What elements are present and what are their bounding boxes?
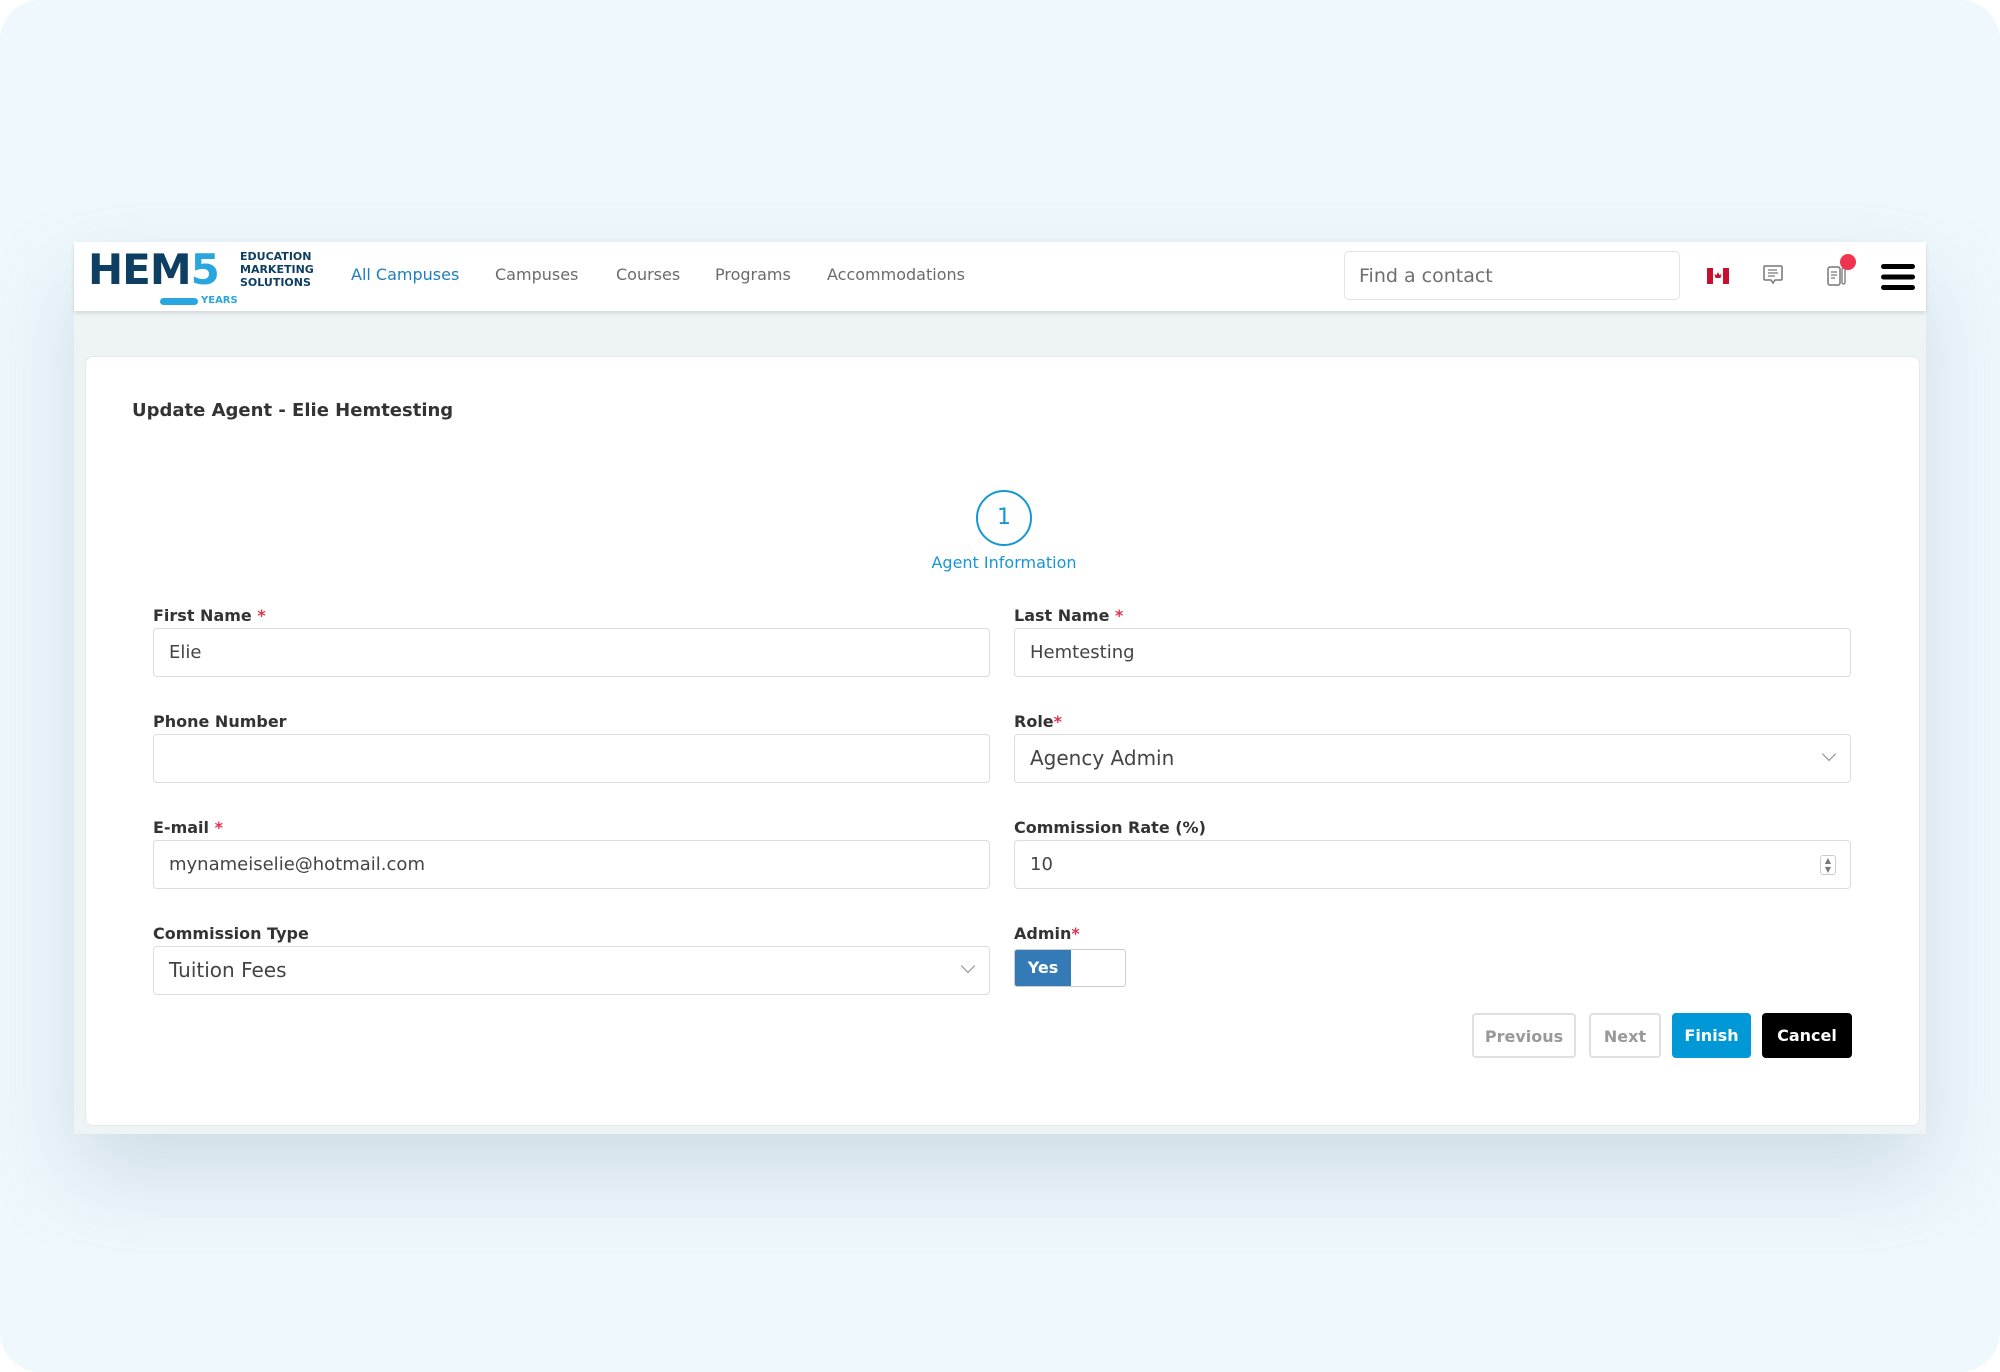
nav-accommodations[interactable]: Accommodations: [827, 265, 965, 284]
commission-type-label: Commission Type: [153, 924, 309, 943]
finish-button[interactable]: Finish: [1672, 1013, 1751, 1058]
logo-tagline: EDUCATION MARKETING SOLUTIONS: [240, 250, 314, 289]
nav-all-campuses[interactable]: All Campuses: [351, 265, 460, 284]
update-agent-card: Update Agent - Elie Hemtesting 1 Agent I…: [85, 356, 1920, 1126]
role-select[interactable]: Agency Admin: [1014, 734, 1851, 783]
email-label: E-mail *: [153, 818, 223, 837]
commission-type-select[interactable]: Tuition Fees: [153, 946, 990, 995]
app-window: HEM5 EDUCATION MARKETING SOLUTIONS YEARS A…: [74, 242, 1926, 1134]
chevron-down-icon: [1821, 746, 1837, 762]
notification-badge: [1840, 254, 1856, 270]
step-label: Agent Information: [931, 553, 1077, 572]
first-name-input[interactable]: Elie: [153, 628, 990, 677]
chevron-down-icon: [960, 958, 976, 974]
menu-icon[interactable]: [1881, 263, 1915, 291]
page-title: Update Agent - Elie Hemtesting: [132, 400, 454, 421]
canada-flag-icon[interactable]: [1707, 268, 1729, 284]
email-input[interactable]: mynameiselie@hotmail.com: [153, 840, 990, 889]
logo-bar: [160, 298, 198, 305]
admin-toggle[interactable]: Yes: [1014, 949, 1126, 987]
logo-accent: 5: [190, 245, 220, 294]
previous-button[interactable]: Previous: [1472, 1013, 1576, 1058]
logo-years: YEARS: [201, 295, 238, 306]
first-name-label: First Name *: [153, 606, 266, 625]
chat-icon[interactable]: [1762, 264, 1784, 286]
commission-rate-input[interactable]: 10 ▲ ▼: [1014, 840, 1851, 889]
nav-campuses[interactable]: Campuses: [495, 265, 579, 284]
admin-label: Admin*: [1014, 924, 1080, 943]
role-label: Role*: [1014, 712, 1063, 731]
find-contact-input[interactable]: [1344, 251, 1680, 300]
nav-programs[interactable]: Programs: [715, 265, 791, 284]
cancel-button[interactable]: Cancel: [1762, 1013, 1852, 1058]
phone-label: Phone Number: [153, 712, 287, 731]
commission-rate-label: Commission Rate (%): [1014, 818, 1206, 837]
last-name-label: Last Name *: [1014, 606, 1124, 625]
step-indicator: 1: [976, 490, 1032, 546]
nav-courses[interactable]: Courses: [616, 265, 681, 284]
next-button[interactable]: Next: [1589, 1013, 1661, 1058]
last-name-input[interactable]: Hemtesting: [1014, 628, 1851, 677]
top-navbar: HEM5 EDUCATION MARKETING SOLUTIONS YEARS A…: [74, 242, 1926, 311]
admin-toggle-yes: Yes: [1015, 950, 1071, 986]
number-stepper-icon[interactable]: ▲ ▼: [1820, 855, 1836, 875]
logo-text: HEM: [88, 245, 192, 294]
phone-input[interactable]: [153, 734, 990, 783]
hem-logo[interactable]: HEM5 EDUCATION MARKETING SOLUTIONS YEARS: [88, 245, 328, 307]
